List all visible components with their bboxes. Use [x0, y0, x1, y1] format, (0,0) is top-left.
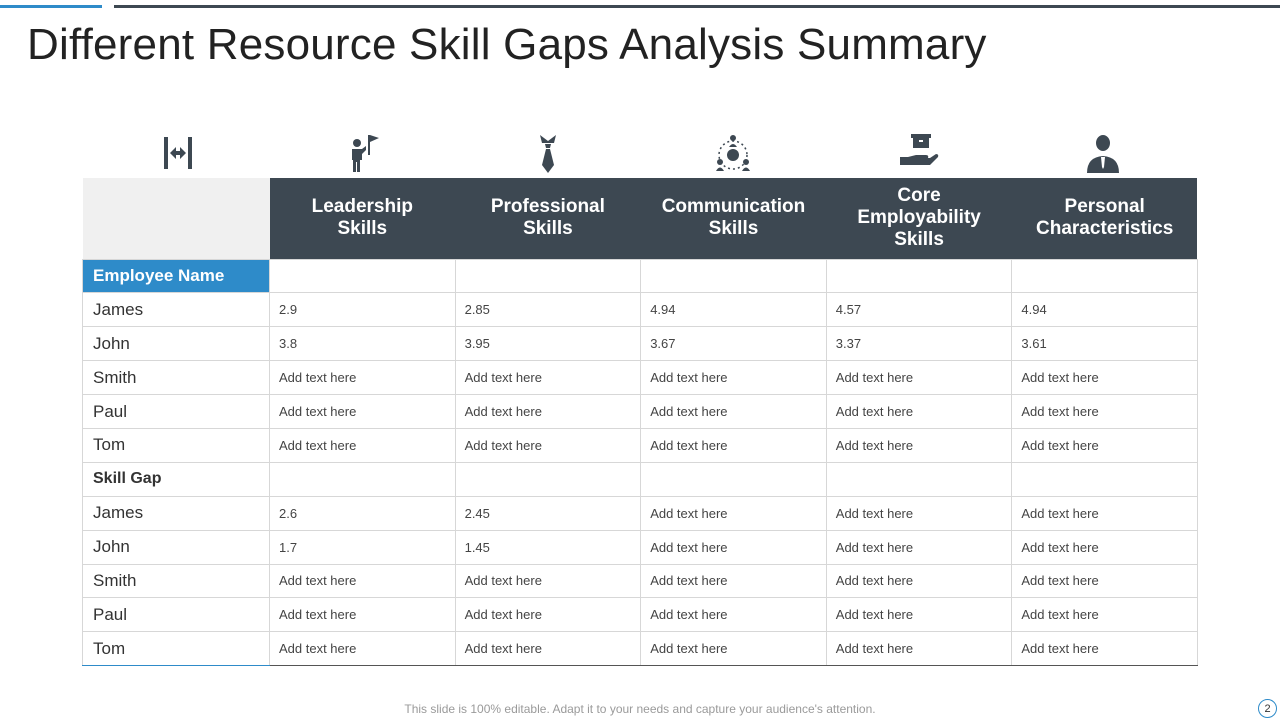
table-row: John 3.8 3.95 3.67 3.37 3.61	[82, 326, 1198, 362]
person-flag-icon	[339, 130, 387, 176]
gap-cell[interactable]: Add text here	[1011, 529, 1198, 565]
gap-cell[interactable]: Add text here	[825, 495, 1013, 531]
score-cell[interactable]: Add text here	[640, 427, 827, 463]
gap-cell[interactable]: 1.45	[454, 529, 642, 565]
score-cell[interactable]: 4.57	[825, 292, 1013, 328]
corner-cell	[82, 178, 270, 259]
score-cell[interactable]: Add text here	[454, 360, 642, 396]
businessman-icon	[1079, 130, 1127, 176]
gap-cell[interactable]: Add text here	[825, 529, 1013, 565]
score-cell[interactable]: Add text here	[825, 394, 1013, 429]
score-cell[interactable]: 2.85	[454, 292, 642, 328]
employee-name-cell: James	[82, 292, 270, 328]
gap-cell[interactable]: Add text here	[825, 563, 1013, 599]
gap-cell[interactable]: 2.6	[269, 495, 456, 531]
employee-name-cell: John	[82, 326, 270, 362]
score-cell[interactable]: 3.8	[269, 326, 456, 362]
table-row: James 2.9 2.85 4.94 4.57 4.94	[82, 292, 1198, 328]
score-cell[interactable]: 4.94	[1011, 292, 1198, 328]
gap-cell[interactable]: Add text here	[1011, 597, 1198, 633]
employee-name-cell: Smith	[82, 360, 270, 396]
table-row: Tom Add text here Add text here Add text…	[82, 427, 1198, 463]
employee-name-cell: Paul	[82, 394, 270, 429]
gap-cell[interactable]: Add text here	[269, 631, 456, 667]
column-header-leadership: Leadership Skills	[269, 178, 456, 259]
table-row: Tom Add text here Add text here Add text…	[82, 631, 1198, 667]
hand-box-icon	[894, 130, 942, 176]
network-people-icon	[709, 130, 757, 176]
gap-cell[interactable]: Add text here	[640, 631, 827, 667]
gap-name-cell: John	[82, 529, 270, 565]
gap-cell[interactable]: Add text here	[1011, 563, 1198, 599]
score-cell[interactable]: Add text here	[269, 360, 456, 396]
page-title: Different Resource Skill Gaps Analysis S…	[27, 20, 987, 69]
column-header-personal: Personal Characteristics	[1011, 178, 1198, 259]
gap-name-cell: Tom	[82, 631, 270, 667]
score-cell[interactable]: Add text here	[269, 394, 456, 429]
gap-cell[interactable]: 2.45	[454, 495, 642, 531]
gap-cell[interactable]: Add text here	[269, 597, 456, 633]
gap-name-cell: James	[82, 495, 270, 531]
score-cell[interactable]: 3.37	[825, 326, 1013, 362]
header-row: Leadership Skills Professional Skills Comm…	[82, 178, 1198, 259]
gap-cell[interactable]: Add text here	[1011, 495, 1198, 531]
table-row: James 2.6 2.45 Add text here Add text he…	[82, 495, 1198, 531]
section-row-employee: Employee Name	[82, 258, 1198, 294]
score-cell[interactable]: 3.67	[640, 326, 827, 362]
score-cell[interactable]: Add text here	[1011, 360, 1198, 396]
skill-gap-table: Leadership Skills Professional Skills Comm…	[82, 178, 1198, 667]
score-cell[interactable]: Add text here	[825, 427, 1013, 463]
gap-cell[interactable]: Add text here	[640, 495, 827, 531]
column-header-core-employability: Core Employability Skills	[826, 178, 1012, 259]
score-cell[interactable]: Add text here	[1011, 394, 1198, 429]
gap-cell[interactable]: Add text here	[454, 631, 642, 667]
table-row: Smith Add text here Add text here Add te…	[82, 360, 1198, 396]
horizontal-arrows-icon	[154, 130, 202, 176]
score-cell[interactable]: Add text here	[454, 394, 642, 429]
table-row: John 1.7 1.45 Add text here Add text her…	[82, 529, 1198, 565]
accent-bar	[0, 5, 102, 8]
table-row: Smith Add text here Add text here Add te…	[82, 563, 1198, 599]
gap-cell[interactable]: Add text here	[825, 597, 1013, 633]
page-number: 2	[1258, 699, 1277, 718]
score-cell[interactable]: 3.95	[454, 326, 642, 362]
table-row: Paul Add text here Add text here Add tex…	[82, 597, 1198, 633]
gap-cell[interactable]: Add text here	[640, 563, 827, 599]
skill-gap-header: Skill Gap	[82, 461, 270, 497]
footer-note: This slide is 100% editable. Adapt it to…	[404, 702, 876, 716]
score-cell[interactable]: Add text here	[269, 427, 456, 463]
score-cell[interactable]: 3.61	[1011, 326, 1198, 362]
employee-name-cell: Tom	[82, 427, 270, 463]
score-cell[interactable]: Add text here	[454, 427, 642, 463]
gap-cell[interactable]: Add text here	[454, 563, 642, 599]
gap-cell[interactable]: Add text here	[454, 597, 642, 633]
gap-cell[interactable]: Add text here	[640, 597, 827, 633]
gap-cell[interactable]: 1.7	[269, 529, 456, 565]
gap-cell[interactable]: Add text here	[825, 631, 1013, 667]
gap-cell[interactable]: Add text here	[1011, 631, 1198, 667]
score-cell[interactable]: 4.94	[640, 292, 827, 328]
employee-name-header: Employee Name	[82, 258, 270, 294]
column-header-communication: Communication Skills	[640, 178, 827, 259]
score-cell[interactable]: Add text here	[1011, 427, 1198, 463]
gap-cell[interactable]: Add text here	[640, 529, 827, 565]
section-row-skill-gap: Skill Gap	[82, 461, 1198, 497]
score-cell[interactable]: Add text here	[640, 394, 827, 429]
gap-name-cell: Paul	[82, 597, 270, 633]
tie-icon	[524, 130, 572, 176]
table-row: Paul Add text here Add text here Add tex…	[82, 394, 1198, 429]
gap-cell[interactable]: Add text here	[269, 563, 456, 599]
score-cell[interactable]: Add text here	[640, 360, 827, 396]
header-rule	[114, 5, 1280, 8]
gap-name-cell: Smith	[82, 563, 270, 599]
score-cell[interactable]: Add text here	[825, 360, 1013, 396]
score-cell[interactable]: 2.9	[269, 292, 456, 328]
column-header-professional: Professional Skills	[455, 178, 641, 259]
